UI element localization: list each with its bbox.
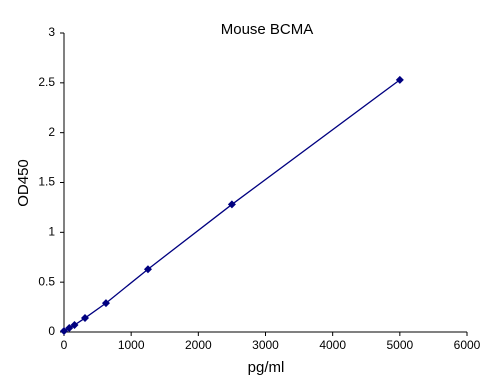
- x-tick-label: 3000: [252, 338, 279, 352]
- x-tick-label: 2000: [185, 338, 212, 352]
- x-tick-label: 6000: [454, 338, 481, 352]
- x-tick-label: 4000: [319, 338, 346, 352]
- data-point: [80, 314, 89, 323]
- x-tick-label: 0: [61, 338, 68, 352]
- x-tick-label: 1000: [118, 338, 145, 352]
- y-tick-label: 0.5: [38, 274, 55, 288]
- y-tick-label: 2: [48, 125, 55, 139]
- data-point: [395, 75, 404, 84]
- y-tick-label: 0: [48, 324, 55, 338]
- data-point: [60, 327, 68, 336]
- data-point: [227, 200, 236, 209]
- x-axis-label: pg/ml: [248, 359, 285, 376]
- y-tick-label: 1: [48, 225, 55, 239]
- data-point: [143, 265, 152, 274]
- data-point: [70, 321, 79, 330]
- x-tick-label: 5000: [386, 338, 413, 352]
- chart-title: Mouse BCMA: [221, 21, 314, 38]
- y-tick-label: 2.5: [38, 75, 55, 89]
- y-tick-label: 3: [48, 25, 55, 39]
- data-point: [65, 324, 74, 333]
- y-axis-label: OD450: [15, 159, 32, 207]
- data-point: [101, 299, 110, 308]
- y-tick-label: 1.5: [38, 175, 55, 189]
